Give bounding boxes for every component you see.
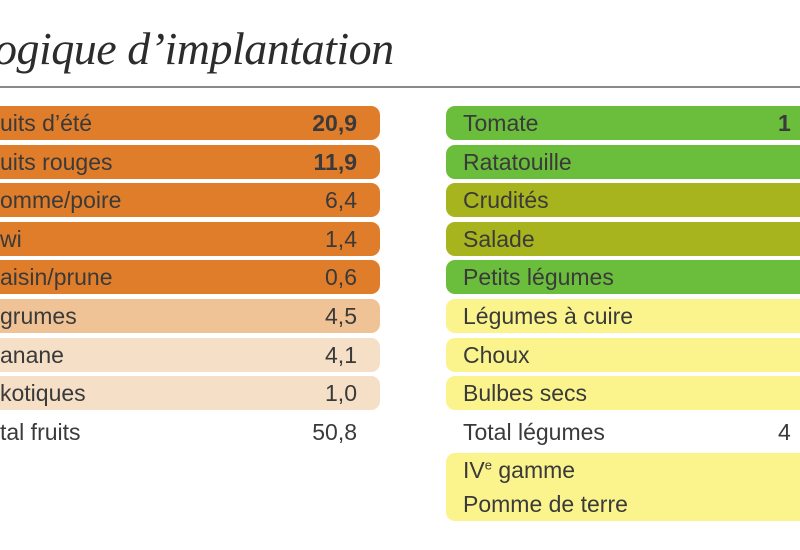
page-title: ogique d’implantation: [0, 23, 394, 74]
fruit-row-value: 0,6: [325, 264, 357, 291]
vegetable-row-label: Crudités: [463, 187, 549, 214]
fruit-row-label: grumes: [0, 302, 77, 329]
fruit-row-value: 4,5: [325, 302, 357, 329]
title-divider: [0, 86, 800, 88]
vegetable-extra-label-suffix: gamme: [491, 457, 576, 484]
vegetable-row-label: Petits légumes: [463, 264, 614, 291]
fruits-total-label: tal fruits: [0, 418, 81, 445]
vegetable-row: Tomate 1: [446, 106, 800, 140]
vegetable-row-label: Légumes à cuire: [463, 302, 634, 329]
vegetable-row-value: 1: [778, 110, 791, 136]
fruit-row: uits d’été 20,9: [0, 106, 380, 140]
fruit-row: aisin/prune 0,6: [0, 260, 380, 295]
vegetable-extra-label: IVe gamme: [463, 453, 575, 487]
fruit-row-value: 1,0: [325, 380, 357, 407]
fruits-table: uits d’été 20,9 uits rouges 11,9 omme/poire 6…: [0, 106, 380, 453]
vegetables-total-label: Total légumes: [463, 418, 605, 445]
vegetable-row: Crudités: [446, 183, 800, 218]
fruit-row-label: kotiques: [0, 380, 86, 407]
fruit-row-value: 6,4: [325, 187, 357, 214]
fruit-row-value: 20,9: [312, 110, 357, 136]
vegetable-row: Salade: [446, 221, 800, 256]
vegetable-row-label: Choux: [463, 341, 530, 368]
vegetables-table: Tomate 1 Ratatouille Crudités Salade Petits l…: [446, 106, 800, 522]
vegetable-extra-row: Pomme de terre: [446, 487, 800, 522]
vegetable-extra-label-main: Pomme de terre: [463, 491, 628, 518]
vegetables-extra-rows: IVe gamme Pomme de terre: [446, 453, 800, 522]
vegetable-extra-label: Pomme de terre: [463, 487, 628, 521]
fruit-row: grumes 4,5: [0, 298, 380, 333]
vegetable-row-label: Bulbes secs: [463, 380, 588, 407]
vegetable-extra-row: IVe gamme: [446, 453, 800, 488]
fruit-row: anane 4,1: [0, 337, 380, 372]
fruit-row-label: uits d’été: [0, 110, 93, 136]
vegetable-row-label: Ratatouille: [463, 148, 572, 175]
fruit-row-value: 4,1: [325, 341, 357, 368]
fruit-row-label: uits rouges: [0, 148, 113, 175]
vegetable-row-label: Tomate: [463, 110, 539, 136]
fruit-row: wi 1,4: [0, 221, 380, 256]
vegetable-row: Bulbes secs: [446, 376, 800, 411]
fruit-row-value: 11,9: [313, 148, 358, 175]
vegetables-total-row: Total légumes 4: [446, 415, 800, 449]
fruit-row: kotiques 1,0: [0, 376, 380, 411]
fruit-row-label: anane: [0, 341, 64, 368]
fruits-total-row: tal fruits 50,8: [0, 415, 380, 449]
fruit-row: omme/poire 6,4: [0, 183, 380, 218]
vegetable-extra-label-sup: e: [484, 457, 492, 473]
vegetable-row-label: Salade: [463, 225, 535, 252]
vegetable-extra-label-main: IV: [463, 457, 485, 484]
fruit-row-label: omme/poire: [0, 187, 122, 214]
fruits-total-value: 50,8: [312, 418, 357, 445]
vegetable-row: Ratatouille: [446, 144, 800, 179]
fruit-row: uits rouges 11,9: [0, 144, 380, 179]
fruit-row-label: wi: [0, 225, 22, 252]
fruit-row-value: 1,4: [325, 225, 357, 252]
fruit-row-label: aisin/prune: [0, 264, 113, 291]
vegetables-rows: Tomate 1 Ratatouille Crudités Salade Petits l…: [446, 106, 800, 411]
vegetable-row: Légumes à cuire: [446, 298, 800, 333]
fruits-rows: uits d’été 20,9 uits rouges 11,9 omme/poire 6…: [0, 106, 380, 411]
vegetables-total-value: 4: [778, 418, 791, 445]
vegetable-row: Choux: [446, 337, 800, 372]
vegetable-row: Petits légumes: [446, 260, 800, 295]
